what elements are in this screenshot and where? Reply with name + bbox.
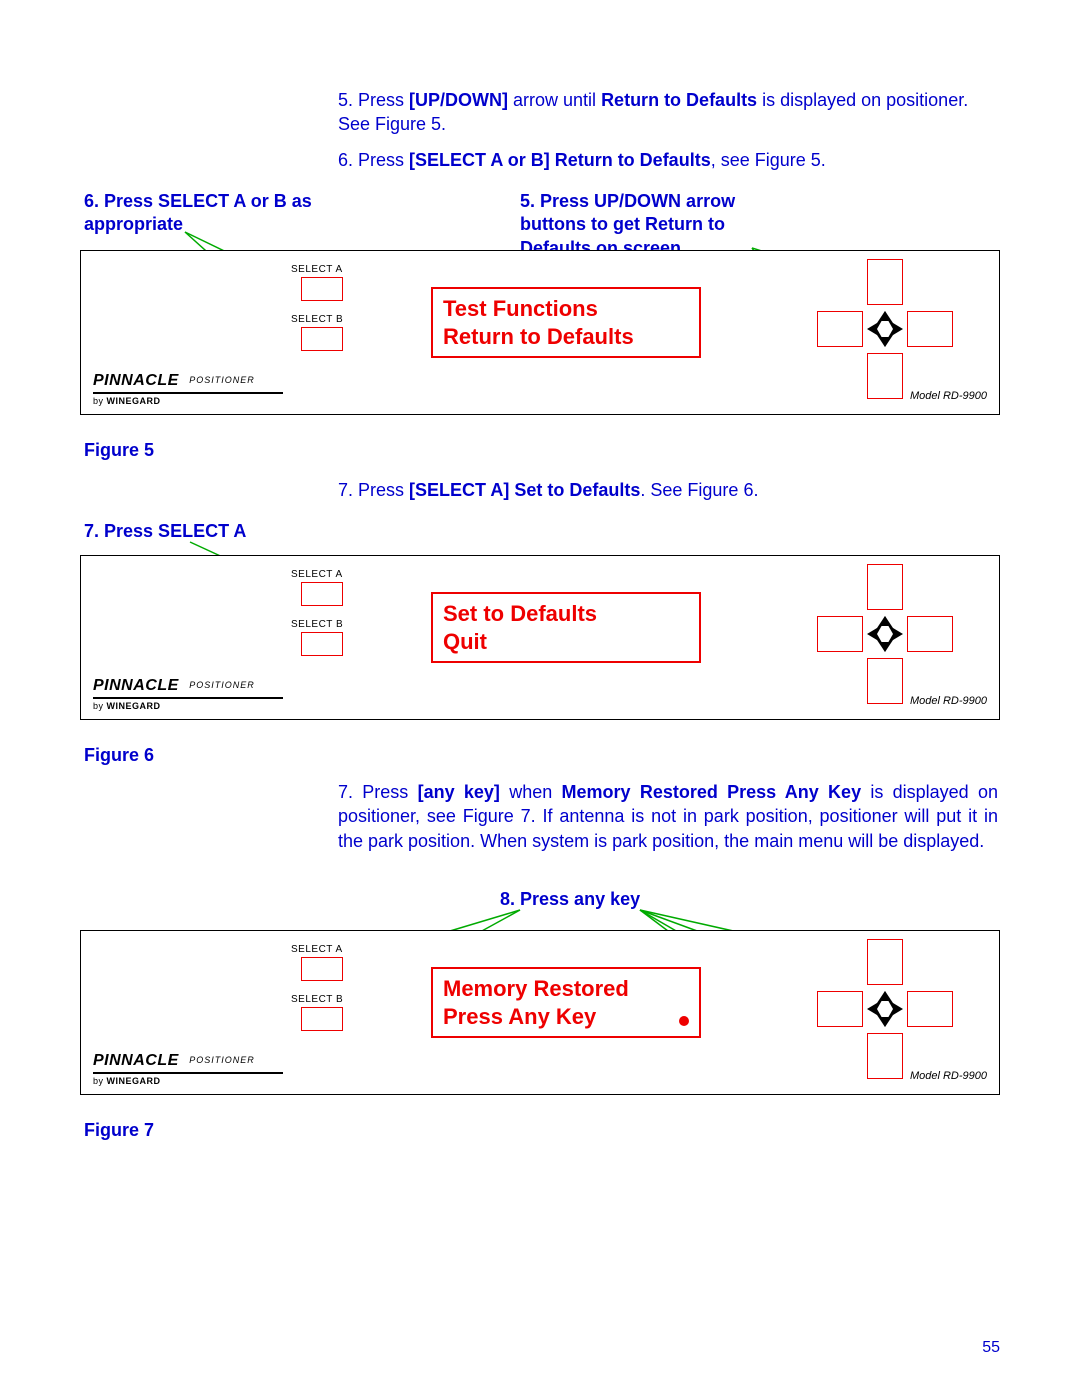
model-label: Model RD-9900: [910, 695, 987, 707]
text-bold: Return to Defaults: [601, 90, 757, 110]
dpad-center-icon: [865, 989, 905, 1029]
display-line-2: Quit: [443, 628, 689, 656]
down-button[interactable]: [867, 353, 903, 399]
text: 7. Press: [338, 480, 409, 500]
dpad: [801, 939, 971, 1079]
display-line-2: Return to Defaults: [443, 323, 689, 351]
left-button[interactable]: [817, 311, 863, 347]
text: 5. Press UP/DOWN arrow: [520, 190, 780, 213]
up-button[interactable]: [867, 939, 903, 985]
instruction-step-5: 5. Press [UP/DOWN] arrow until Return to…: [338, 88, 998, 137]
select-b-button[interactable]: [301, 632, 343, 656]
text: , see Figure 5.: [711, 150, 826, 170]
brand-positioner: POSITIONER: [189, 680, 255, 690]
instruction-step-7b: 7. Press [any key] when Memory Restored …: [338, 780, 998, 853]
dpad: [801, 564, 971, 704]
text-bold: [SELECT A or B] Return to Defaults: [409, 150, 711, 170]
callout-8: 8. Press any key: [500, 888, 640, 911]
select-a-label: SELECT A: [291, 569, 343, 580]
brand-pinnacle: PINNACLE: [93, 372, 179, 390]
positioner-panel-fig6: SELECT A SELECT B Set to Defaults Quit P…: [80, 555, 1000, 720]
callout-7: 7. Press SELECT A: [84, 520, 246, 543]
select-a-button[interactable]: [301, 957, 343, 981]
positioner-panel-fig7: SELECT A SELECT B Memory Restored Press …: [80, 930, 1000, 1095]
brand-sub: by WINEGARD: [93, 701, 283, 711]
down-button[interactable]: [867, 658, 903, 704]
select-b-label: SELECT B: [291, 994, 343, 1005]
text-bold: [SELECT A] Set to Defaults: [409, 480, 640, 500]
dpad: [801, 259, 971, 399]
page: 5. Press [UP/DOWN] arrow until Return to…: [0, 0, 1080, 1397]
down-button[interactable]: [867, 1033, 903, 1079]
caption-fig6: Figure 6: [84, 745, 154, 766]
select-b-button[interactable]: [301, 1007, 343, 1031]
text: . See Figure 6.: [640, 480, 758, 500]
dpad-center-icon: [865, 309, 905, 349]
model-label: Model RD-9900: [910, 390, 987, 402]
text-bold: [any key]: [418, 782, 500, 802]
text: when: [500, 782, 562, 802]
callout-6: 6. Press SELECT A or B as appropriate: [84, 190, 334, 237]
brand-pinnacle: PINNACLE: [93, 677, 179, 695]
brand-positioner: POSITIONER: [189, 375, 255, 385]
text: 5. Press: [338, 90, 409, 110]
text: buttons to get Return to: [520, 213, 780, 236]
instruction-step-6: 6. Press [SELECT A or B] Return to Defau…: [338, 148, 998, 172]
select-b-button[interactable]: [301, 327, 343, 351]
page-number: 55: [982, 1339, 1000, 1357]
right-button[interactable]: [907, 991, 953, 1027]
model-label: Model RD-9900: [910, 1070, 987, 1082]
caption-fig5: Figure 5: [84, 440, 154, 461]
select-a-label: SELECT A: [291, 264, 343, 275]
left-button[interactable]: [817, 616, 863, 652]
right-button[interactable]: [907, 311, 953, 347]
text: 6. Press: [338, 150, 409, 170]
dpad-center-icon: [865, 614, 905, 654]
branding: PINNACLE POSITIONER by WINEGARD: [93, 372, 283, 406]
display-screen: Set to Defaults Quit: [431, 592, 701, 663]
brand-positioner: POSITIONER: [189, 1055, 255, 1065]
brand-sub: by WINEGARD: [93, 396, 283, 406]
branding: PINNACLE POSITIONER by WINEGARD: [93, 1052, 283, 1086]
text: arrow until: [508, 90, 601, 110]
brand-sub: by WINEGARD: [93, 1076, 283, 1086]
up-button[interactable]: [867, 259, 903, 305]
caption-fig7: Figure 7: [84, 1120, 154, 1141]
right-button[interactable]: [907, 616, 953, 652]
cursor-dot-icon: [679, 1016, 689, 1026]
select-b-label: SELECT B: [291, 619, 343, 630]
brand-rule: [93, 1072, 283, 1074]
instruction-step-7a: 7. Press [SELECT A] Set to Defaults. See…: [338, 478, 998, 502]
display-line-1: Memory Restored: [443, 975, 689, 1003]
text: 7. Press: [338, 782, 418, 802]
display-line-1: Set to Defaults: [443, 600, 689, 628]
select-a-button[interactable]: [301, 582, 343, 606]
select-b-label: SELECT B: [291, 314, 343, 325]
display-screen: Memory Restored Press Any Key: [431, 967, 701, 1038]
brand-rule: [93, 697, 283, 699]
branding: PINNACLE POSITIONER by WINEGARD: [93, 677, 283, 711]
text-bold: [UP/DOWN]: [409, 90, 508, 110]
up-button[interactable]: [867, 564, 903, 610]
left-button[interactable]: [817, 991, 863, 1027]
select-a-button[interactable]: [301, 277, 343, 301]
text-bold: Memory Restored Press Any Key: [562, 782, 862, 802]
display-line-1: Test Functions: [443, 295, 689, 323]
display-screen: Test Functions Return to Defaults: [431, 287, 701, 358]
brand-pinnacle: PINNACLE: [93, 1052, 179, 1070]
select-a-label: SELECT A: [291, 944, 343, 955]
positioner-panel-fig5: SELECT A SELECT B Test Functions Return …: [80, 250, 1000, 415]
display-line-2: Press Any Key: [443, 1003, 689, 1031]
brand-rule: [93, 392, 283, 394]
